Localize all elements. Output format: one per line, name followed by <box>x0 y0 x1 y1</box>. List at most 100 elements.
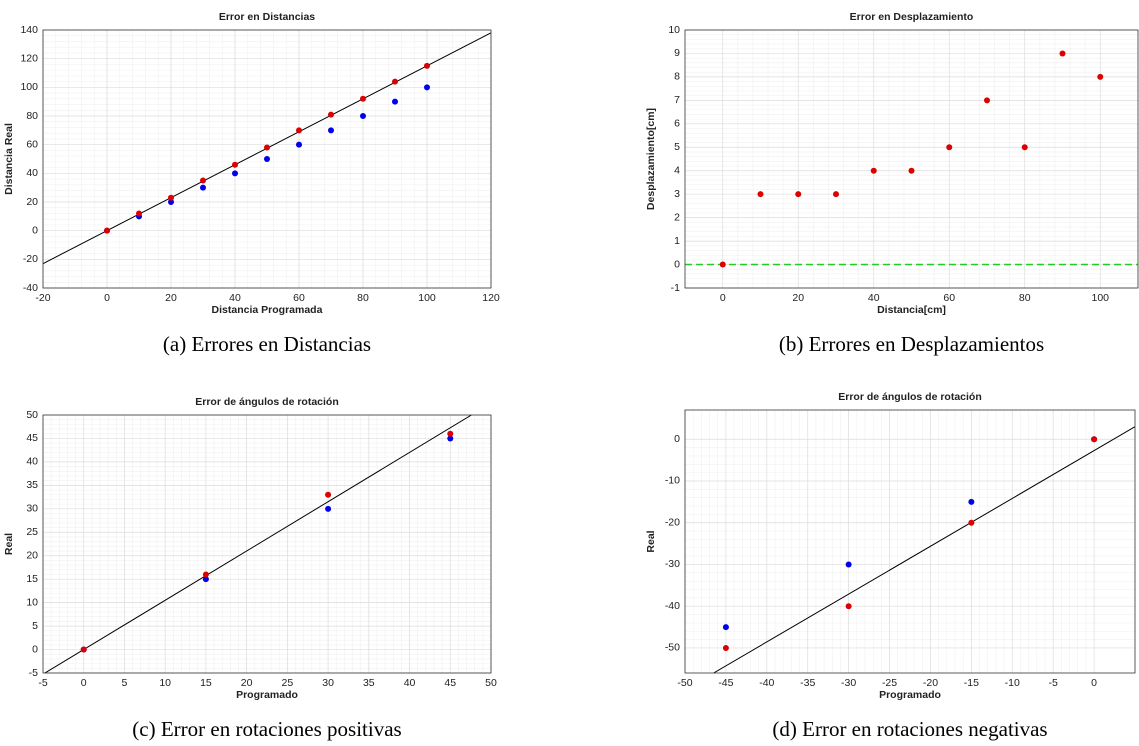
y-axis-label: Real <box>3 533 15 555</box>
data-point <box>80 646 87 653</box>
y-tick-label: 100 <box>20 81 38 93</box>
data-point <box>328 127 334 134</box>
data-point <box>325 491 332 498</box>
data-point <box>1097 73 1104 80</box>
x-tick-label: 45 <box>444 677 456 689</box>
data-point <box>392 78 398 85</box>
x-tick-label: -5 <box>38 677 47 689</box>
y-tick-label: -40 <box>665 600 680 612</box>
y-tick-label: 5 <box>674 141 680 153</box>
data-point <box>136 210 142 217</box>
x-tick-label: -30 <box>841 677 856 689</box>
data-point <box>1091 436 1098 443</box>
data-point <box>232 170 238 177</box>
x-tick-label: 10 <box>159 677 171 689</box>
y-axis-label: Distancia Real <box>3 123 15 195</box>
y-tick-label: 0 <box>32 643 38 655</box>
y-tick-label: -40 <box>23 282 38 294</box>
data-point <box>325 505 332 512</box>
data-point <box>908 167 915 174</box>
y-tick-label: 5 <box>32 620 38 632</box>
y-tick-label: -30 <box>665 558 680 570</box>
subplot: -20 0 20 40 60 80 100 120-40-200204060801001201… <box>3 11 500 356</box>
x-tick-label: 20 <box>792 292 804 304</box>
y-tick-label: 2 <box>674 211 680 223</box>
data-point <box>845 561 852 568</box>
x-tick-label: 5 <box>122 677 128 689</box>
x-tick-label: 40 <box>404 677 416 689</box>
data-point <box>968 498 975 505</box>
data-point <box>264 144 270 151</box>
plot-content <box>685 50 1138 268</box>
plot-content <box>713 426 1135 673</box>
data-point <box>168 194 174 201</box>
y-tick-label: -20 <box>665 516 680 528</box>
data-point <box>1059 50 1066 57</box>
caption: (c) Error en rotaciones positivas <box>132 717 401 741</box>
subplot: 0 20 40 60 80 100 -1 0 1 2 3 4 5 6 7 8 9 10 Error en Despl… <box>645 11 1139 356</box>
x-tick-label: -45 <box>718 677 733 689</box>
data-point <box>424 62 430 69</box>
y-tick-label: 10 <box>668 24 680 36</box>
y-axis-label: Desplazamiento[cm] <box>645 108 657 210</box>
data-point <box>392 98 398 105</box>
data-point <box>946 144 953 151</box>
x-tick-label: 20 <box>165 292 177 304</box>
data-point <box>264 156 270 162</box>
plot-content <box>43 415 472 673</box>
subplot: -5 0 5 10 15 20 25 30 35 40 45 50 -5 0 5 10 15 20 25 30 35 40… <box>3 396 497 741</box>
data-point <box>424 84 430 91</box>
y-tick-label: 15 <box>26 573 38 585</box>
x-tick-label: 35 <box>363 677 375 689</box>
y-tick-label: 25 <box>26 526 38 538</box>
axes-box <box>42 29 492 289</box>
caption: (a) Errores en Distancias <box>163 332 371 356</box>
y-tick-label: 50 <box>26 409 38 421</box>
y-tick-label: -10 <box>665 475 680 487</box>
x-tick-label: 60 <box>943 292 955 304</box>
x-tick-label: -40 <box>759 677 774 689</box>
y-tick-label: -20 <box>23 253 38 265</box>
axes-box <box>684 29 1139 289</box>
data-point <box>360 95 366 102</box>
data-point <box>328 111 334 118</box>
data-point <box>447 435 454 442</box>
y-tick-label: 60 <box>26 138 38 150</box>
data-point <box>722 624 729 631</box>
x-tick-label: 100 <box>418 292 436 304</box>
x-tick-label: 25 <box>282 677 294 689</box>
x-tick-label: -10 <box>1005 677 1020 689</box>
y-tick-label: 20 <box>26 550 38 562</box>
x-tick-label: 0 <box>81 677 87 689</box>
data-point <box>968 519 975 526</box>
x-tick-label: 20 <box>241 677 253 689</box>
x-tick-label: 0 <box>720 292 726 304</box>
y-tick-label: 30 <box>26 503 38 515</box>
x-tick-label: 80 <box>357 292 369 304</box>
axes-box <box>684 409 1136 674</box>
data-point <box>795 191 802 198</box>
x-tick-label: -5 <box>1049 677 1058 689</box>
x-tick-label: 50 <box>485 677 497 689</box>
plot-area <box>685 410 1135 673</box>
fit-line <box>713 426 1135 673</box>
y-tick-label: 9 <box>674 47 680 59</box>
chart-title: Error en Distancias <box>219 11 315 23</box>
chart-title: Error de ángulos de rotación <box>195 396 339 408</box>
x-tick-label: 40 <box>229 292 241 304</box>
data-point <box>833 191 839 198</box>
x-tick-label: -50 <box>677 677 692 689</box>
y-tick-label: 6 <box>674 118 680 130</box>
y-tick-label: 1 <box>674 235 680 247</box>
x-axis-label: Distancia Programada <box>212 304 323 316</box>
y-tick-label: 40 <box>26 167 38 179</box>
y-tick-label: -5 <box>29 667 38 679</box>
x-tick-label: 30 <box>322 677 334 689</box>
subplot: -50 -45 -40 -35 -30 -25 -20 -15 -10 -5 0-50-40-30-… <box>645 391 1136 741</box>
data-point <box>200 184 206 191</box>
x-tick-label: -20 <box>35 292 50 304</box>
data-point <box>870 167 877 174</box>
data-point <box>202 571 209 578</box>
data-point <box>719 261 726 268</box>
x-tick-label: -25 <box>882 677 897 689</box>
